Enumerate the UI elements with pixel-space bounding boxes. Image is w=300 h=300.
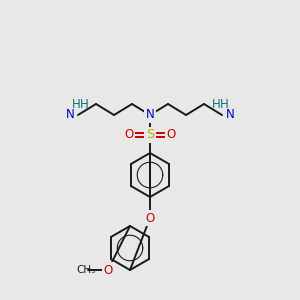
Text: H: H (220, 98, 228, 110)
Text: O: O (167, 128, 176, 142)
Text: H: H (80, 98, 88, 110)
Text: H: H (212, 98, 220, 110)
Text: H: H (72, 98, 80, 110)
Text: N: N (226, 109, 234, 122)
Text: O: O (124, 128, 134, 142)
Text: CH₃: CH₃ (76, 265, 96, 275)
Text: S: S (146, 128, 154, 142)
Text: O: O (146, 212, 154, 224)
Text: N: N (66, 109, 74, 122)
Text: O: O (103, 263, 112, 277)
Text: N: N (146, 109, 154, 122)
